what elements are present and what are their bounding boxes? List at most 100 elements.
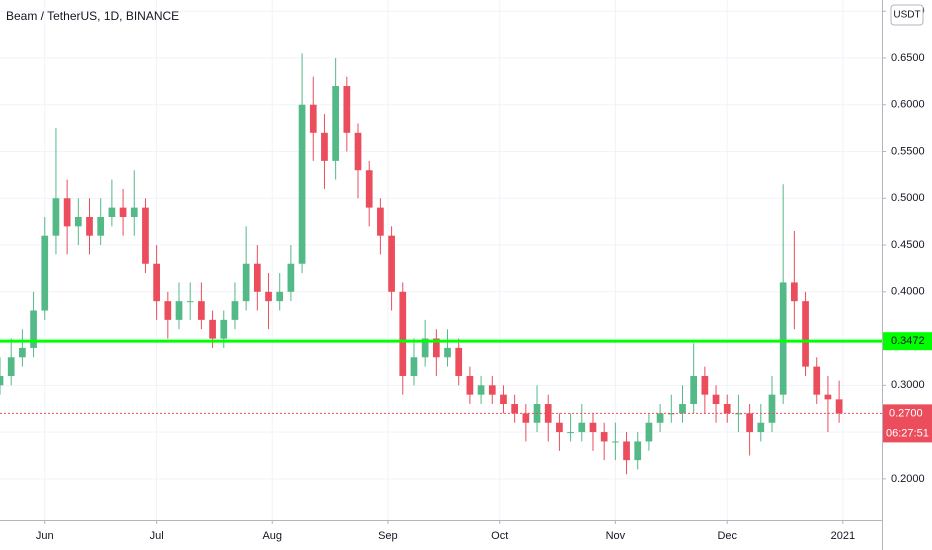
candle-body: [656, 413, 664, 423]
candle-body: [645, 422, 653, 442]
candle-body: [578, 422, 586, 433]
candle-body: [198, 301, 205, 320]
candle-body: [332, 86, 340, 161]
candle-body: [802, 301, 809, 367]
candle-body: [164, 301, 172, 320]
candle-body: [186, 301, 194, 303]
candle-body: [142, 207, 149, 264]
candle-body: [0, 375, 4, 386]
candle-body: [432, 338, 440, 358]
candle-body: [701, 375, 709, 395]
candle-body: [712, 394, 720, 405]
candle-body: [7, 357, 15, 376]
candle-body: [298, 104, 306, 264]
candle-body: [824, 394, 832, 400]
candle-body: [86, 216, 93, 236]
candle-body: [399, 291, 407, 376]
x-tick-label: Dec: [717, 530, 737, 542]
y-tick-label: 0.6500: [891, 52, 925, 64]
candle-body: [567, 432, 574, 434]
candle-body: [421, 338, 429, 358]
candle-body: [52, 198, 60, 236]
candle-body: [779, 282, 787, 395]
candle-body: [231, 301, 239, 320]
candle-body: [253, 263, 261, 292]
candle-body: [723, 404, 731, 414]
y-tick-label: 0.4000: [891, 286, 925, 298]
candle-body: [768, 394, 776, 423]
candle-body: [41, 235, 49, 311]
candle-body: [455, 347, 463, 376]
candle-body: [466, 375, 474, 395]
y-tick-label: 0.3000: [891, 379, 925, 391]
candle-body: [63, 198, 71, 227]
y-tick-label: 0.5000: [891, 192, 925, 204]
last-price-label: 0.2700: [889, 407, 923, 419]
candle-body: [511, 404, 519, 414]
x-tick-label: Sep: [378, 530, 398, 542]
candle-body: [735, 413, 742, 415]
candle-body: [209, 319, 216, 339]
axes: 0.20000.25000.30000.35000.40000.45000.50…: [36, 4, 932, 542]
last-price-bg: [883, 404, 932, 443]
candle-body: [19, 347, 26, 358]
x-tick-label: Jun: [36, 530, 54, 542]
candle-body: [522, 413, 530, 423]
candle-body: [388, 235, 395, 292]
candle-body: [690, 375, 698, 405]
candle-body: [746, 413, 753, 433]
x-tick-label: Oct: [491, 530, 508, 542]
candle-body: [835, 399, 843, 414]
y-tick-label: 0.2000: [891, 473, 925, 485]
candle-body: [757, 422, 765, 433]
y-tick-label: 0.6000: [891, 99, 925, 111]
candle-body: [556, 422, 563, 433]
candle-body: [130, 207, 138, 217]
candle-body: [444, 347, 451, 358]
candle-body: [791, 282, 798, 302]
candle-body: [175, 301, 183, 320]
candle-body: [321, 132, 328, 161]
currency-box: [890, 4, 924, 26]
candle-body: [74, 216, 82, 227]
candle-body: [309, 104, 317, 133]
countdown-label: 06:27:51: [886, 427, 929, 439]
plot: [0, 53, 882, 475]
candle-body: [634, 441, 642, 461]
candle-body: [611, 441, 619, 443]
candle-body: [589, 422, 597, 433]
candle-body: [242, 263, 250, 302]
candle-body: [500, 394, 507, 405]
x-tick-label: 2021: [831, 530, 855, 542]
candle-body: [813, 366, 821, 395]
candle-body: [377, 207, 384, 236]
candle-body: [623, 441, 630, 461]
candle-body: [410, 357, 418, 376]
candle-body: [488, 385, 496, 395]
candle-body: [365, 170, 373, 208]
y-tick-label: 0.5500: [891, 145, 925, 157]
candle-body: [97, 216, 105, 236]
candle-body: [600, 432, 608, 442]
candle-body: [679, 404, 686, 414]
candle-body: [119, 207, 127, 217]
candle-body: [108, 207, 116, 217]
level-label: 0.3472: [891, 335, 925, 347]
candle-body: [354, 132, 362, 171]
candle-body: [343, 86, 351, 133]
y-tick-label: 0.4500: [891, 239, 925, 251]
currency-label: USDT: [893, 10, 920, 21]
candle-body: [287, 263, 295, 292]
candle-body: [265, 291, 272, 302]
candle-body: [153, 263, 160, 302]
level-label-bg: [883, 332, 932, 351]
candle-body: [477, 385, 485, 395]
candle-body: [667, 413, 675, 415]
candle-body: [220, 319, 228, 339]
candle-body: [276, 291, 284, 302]
x-tick-label: Aug: [262, 530, 282, 542]
x-tick-label: Jul: [150, 530, 164, 542]
chart-title: Beam / TetherUS, 1D, BINANCE: [6, 9, 179, 23]
